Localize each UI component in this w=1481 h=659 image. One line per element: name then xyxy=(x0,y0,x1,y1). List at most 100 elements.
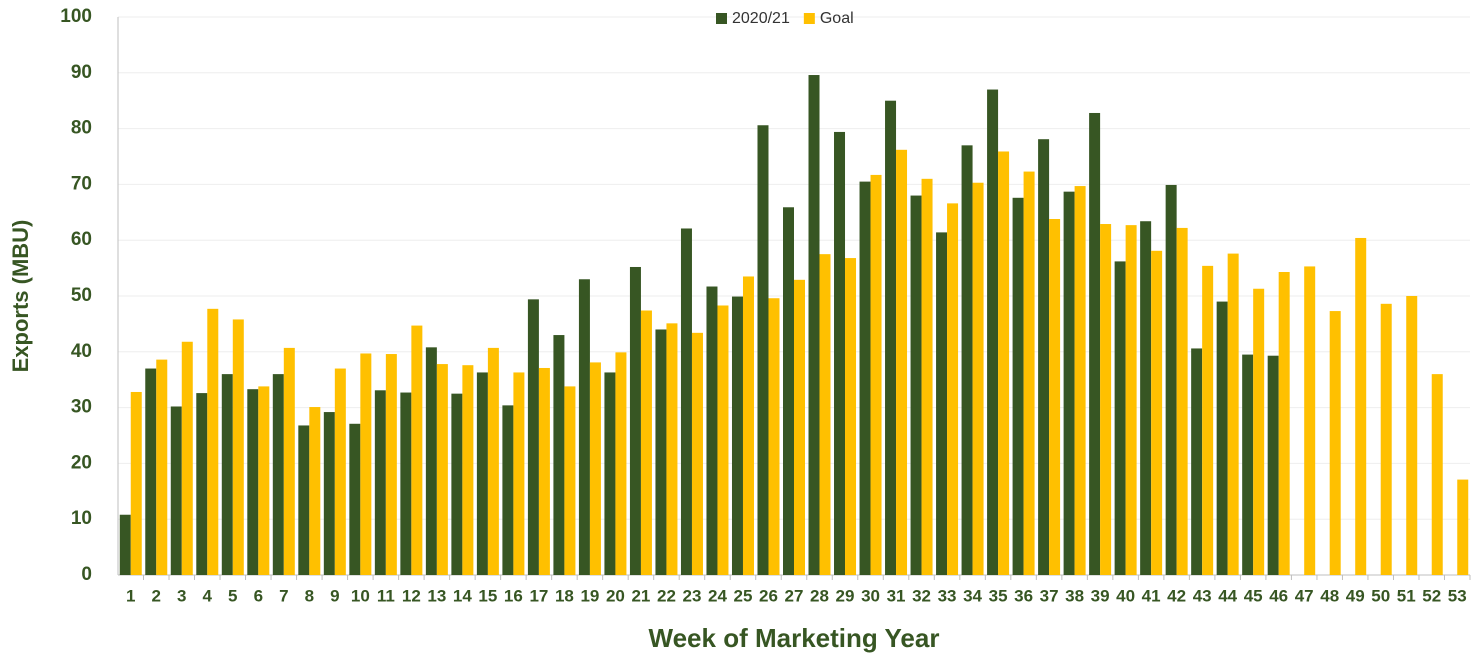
bar xyxy=(921,178,933,575)
x-tick-label: 45 xyxy=(1244,586,1263,605)
bar xyxy=(309,407,321,575)
bar xyxy=(640,310,652,575)
bar xyxy=(247,389,259,575)
x-tick-label: 27 xyxy=(785,586,804,605)
x-tick-label: 41 xyxy=(1142,586,1161,605)
x-tick-label: 36 xyxy=(1014,586,1033,605)
bar xyxy=(834,131,846,575)
bar xyxy=(680,228,692,575)
bar xyxy=(385,354,397,575)
bar xyxy=(1038,139,1050,575)
bar xyxy=(1191,348,1203,575)
x-tick-label: 38 xyxy=(1065,586,1084,605)
x-tick-label: 35 xyxy=(989,586,1008,605)
x-tick-label: 49 xyxy=(1346,586,1365,605)
y-tick-label: 50 xyxy=(71,285,92,306)
bar xyxy=(538,367,550,575)
x-tick-label: 26 xyxy=(759,586,778,605)
bar xyxy=(947,203,959,575)
bar xyxy=(1165,184,1177,575)
bar xyxy=(1242,354,1254,575)
x-tick-label: 14 xyxy=(453,586,472,605)
bar xyxy=(462,365,474,575)
x-tick-label: 22 xyxy=(657,586,676,605)
bar xyxy=(1074,186,1086,575)
bar xyxy=(1278,272,1290,575)
bar xyxy=(768,298,780,575)
bar xyxy=(1202,265,1214,575)
x-tick-label: 53 xyxy=(1448,586,1467,605)
bar xyxy=(1457,479,1469,575)
bar xyxy=(961,145,973,575)
x-tick-label: 34 xyxy=(963,586,982,605)
x-tick-label: 20 xyxy=(606,586,625,605)
bar xyxy=(819,254,831,575)
x-tick-label: 7 xyxy=(279,586,288,605)
x-tick-label: 23 xyxy=(683,586,702,605)
bar xyxy=(717,305,729,575)
bar xyxy=(1355,237,1367,575)
x-tick-label: 3 xyxy=(177,586,186,605)
bar xyxy=(615,352,627,575)
bar xyxy=(400,392,412,575)
bar xyxy=(451,393,463,575)
x-tick-label: 47 xyxy=(1295,586,1314,605)
bar xyxy=(196,393,208,575)
x-tick-label: 19 xyxy=(580,586,599,605)
bar xyxy=(1216,301,1228,575)
bar xyxy=(1140,221,1152,575)
y-tick-label: 40 xyxy=(71,341,92,362)
bar xyxy=(181,341,193,575)
bar xyxy=(323,412,335,575)
bar xyxy=(425,347,437,575)
bar xyxy=(987,89,999,575)
bar xyxy=(783,207,794,575)
bar xyxy=(794,279,805,575)
bar xyxy=(1151,250,1163,575)
bar xyxy=(742,276,754,575)
x-tick-label: 21 xyxy=(631,586,650,605)
bar xyxy=(513,372,525,575)
y-tick-label: 70 xyxy=(71,173,92,194)
x-tick-label: 18 xyxy=(555,586,574,605)
x-tick-label: 50 xyxy=(1371,586,1390,605)
y-tick-label: 0 xyxy=(81,564,92,585)
bar xyxy=(1380,303,1392,575)
bar xyxy=(578,279,590,575)
bar xyxy=(870,174,882,575)
bar xyxy=(691,332,703,575)
bar xyxy=(1227,253,1239,576)
bar xyxy=(1253,288,1265,575)
x-tick-label: 25 xyxy=(734,586,753,605)
bar xyxy=(808,75,820,576)
bar xyxy=(757,125,769,575)
y-tick-label: 30 xyxy=(71,397,92,418)
bar xyxy=(207,308,219,575)
legend-label: 2020/21 xyxy=(732,10,790,27)
bar xyxy=(1012,197,1024,576)
x-axis-label: Week of Marketing Year xyxy=(649,623,940,653)
y-axis-label: Exports (MBU) xyxy=(8,220,33,373)
bar xyxy=(156,359,168,575)
bar xyxy=(476,372,488,575)
x-tick-label: 29 xyxy=(836,586,855,605)
x-tick-label: 5 xyxy=(228,586,237,605)
bar xyxy=(1049,218,1061,575)
bar xyxy=(936,232,948,575)
x-tick-label: 48 xyxy=(1320,586,1339,605)
bar xyxy=(629,266,641,575)
bar xyxy=(232,319,244,575)
bar xyxy=(910,195,922,575)
x-tick-label: 9 xyxy=(330,586,339,605)
bar xyxy=(119,514,131,575)
x-tick-label: 2 xyxy=(152,586,161,605)
bar xyxy=(502,405,514,575)
bar xyxy=(283,347,295,575)
y-tick-label: 10 xyxy=(71,508,92,529)
y-tick-label: 80 xyxy=(71,118,92,139)
bar xyxy=(258,386,270,575)
bar xyxy=(349,423,361,575)
x-tick-label: 44 xyxy=(1218,586,1237,605)
x-tick-label: 46 xyxy=(1269,586,1288,605)
